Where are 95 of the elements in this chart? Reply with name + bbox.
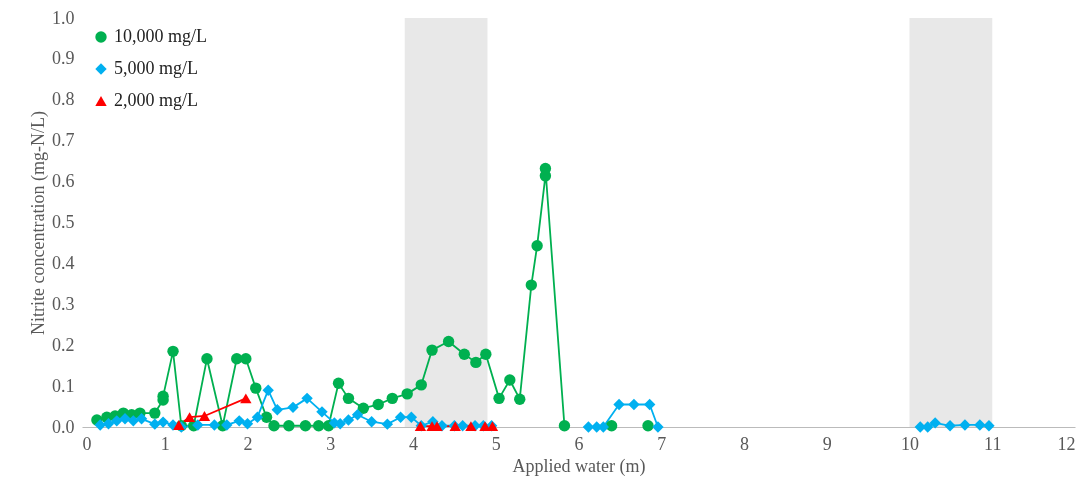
point: [480, 348, 492, 360]
point: [357, 402, 370, 414]
point: [372, 398, 384, 411]
point: [929, 417, 941, 429]
point: [299, 420, 312, 432]
y-tick-label: 0.6: [52, 171, 75, 192]
point: [111, 415, 123, 427]
point: [332, 377, 345, 389]
point: [316, 406, 328, 418]
point: [342, 392, 355, 405]
y-tick-label: 0.0: [52, 416, 75, 437]
point: [613, 398, 625, 411]
point: [262, 384, 274, 396]
x-tick-label: 2: [243, 433, 253, 454]
point: [458, 348, 471, 360]
y-axis-title: Nitrite concentration (mg-N/L): [28, 111, 49, 335]
point: [201, 353, 213, 365]
point: [415, 379, 427, 391]
point: [157, 416, 169, 428]
point: [628, 398, 640, 411]
point: [241, 418, 254, 430]
point: [365, 415, 378, 428]
point: [287, 401, 299, 414]
point: [652, 421, 664, 433]
point: [342, 414, 355, 426]
point: [531, 240, 543, 252]
point: [514, 393, 526, 405]
point: [974, 419, 986, 431]
legend-label: 5,000 mg/L: [114, 58, 198, 78]
y-tick-label: 0.9: [52, 48, 75, 69]
point: [149, 407, 161, 419]
point: [260, 411, 273, 423]
point: [351, 409, 364, 421]
y-tick-label: 1.0: [52, 7, 75, 28]
point: [240, 393, 252, 404]
x-axis-title: Applied water (m): [512, 455, 646, 477]
point: [271, 404, 283, 416]
x-tick-label: 8: [740, 433, 749, 454]
y-tick-label: 0.3: [52, 293, 75, 314]
point: [470, 356, 482, 369]
point: [959, 419, 971, 431]
x-tick-label: 3: [326, 433, 336, 454]
legend-label: 2,000 mg/L: [114, 90, 198, 110]
point: [167, 345, 179, 358]
point: [983, 420, 995, 432]
point: [135, 413, 148, 425]
x-tick-label: 12: [1057, 433, 1076, 454]
point: [221, 419, 233, 431]
point: [642, 420, 654, 432]
y-tick-label: 0.5: [52, 212, 75, 232]
y-tick-label: 0.8: [52, 89, 75, 110]
x-tick-label: 1: [160, 433, 170, 454]
x-tick-label: 11: [984, 433, 1002, 454]
point: [283, 420, 295, 432]
point: [605, 420, 618, 432]
point: [250, 382, 262, 394]
x-tick-label: 0: [82, 433, 92, 454]
point: [401, 388, 413, 400]
y-tick-label: 0.1: [52, 375, 75, 396]
point: [208, 419, 221, 431]
point: [386, 392, 399, 405]
point: [381, 418, 394, 430]
point: [405, 411, 418, 423]
point: [149, 418, 161, 430]
point: [493, 392, 505, 405]
point: [198, 411, 211, 421]
legend-label: 10,000 mg/L: [114, 26, 207, 46]
point: [558, 420, 571, 432]
point: [465, 421, 477, 432]
point: [251, 411, 264, 423]
point: [525, 279, 538, 291]
point: [268, 420, 280, 432]
x-tick-label: 9: [822, 433, 832, 454]
x-tick-label: 4: [409, 433, 418, 454]
point: [192, 419, 204, 431]
point: [301, 392, 313, 405]
point: [442, 335, 455, 348]
y-tick-label: 0.2: [52, 334, 75, 355]
point: [183, 412, 196, 423]
point: [233, 415, 245, 427]
x-tick-label: 6: [574, 433, 584, 454]
point: [944, 420, 956, 432]
y-tick-label: 0.7: [52, 130, 75, 151]
point: [643, 398, 656, 411]
point: [312, 420, 325, 432]
y-tick-label: 0.4: [52, 252, 75, 273]
x-tick-label: 7: [657, 433, 667, 454]
point: [127, 415, 140, 427]
point: [394, 411, 407, 423]
point: [426, 344, 438, 356]
x-tick-label: 5: [491, 433, 501, 454]
point: [102, 418, 115, 430]
point: [504, 374, 516, 386]
point: [240, 353, 252, 365]
x-tick-label: 10: [901, 433, 919, 454]
